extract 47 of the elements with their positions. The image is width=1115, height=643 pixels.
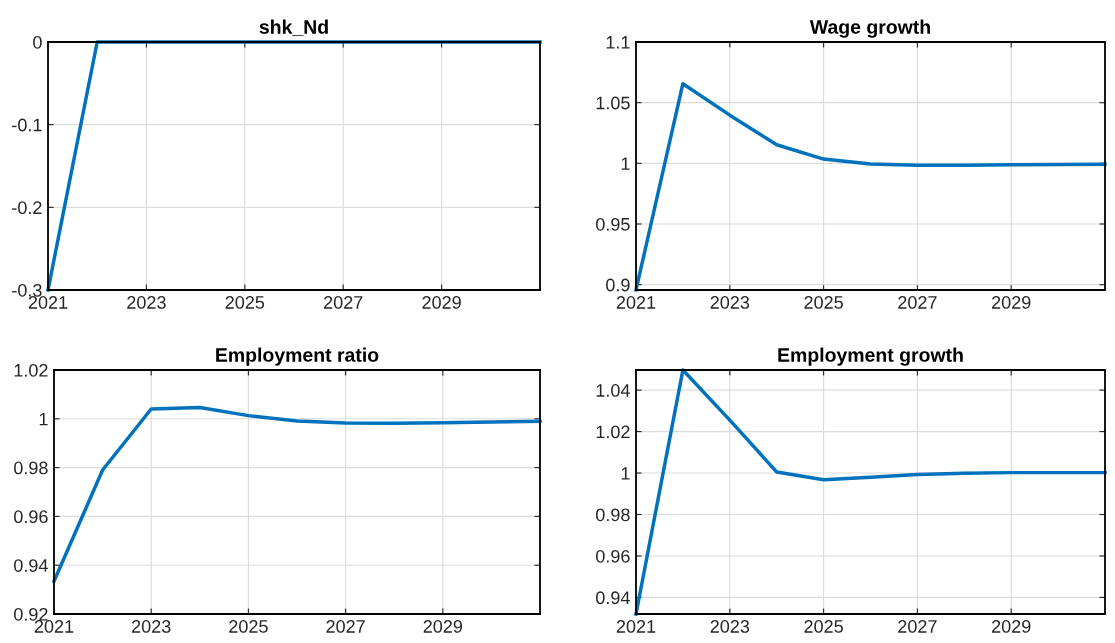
y-tick-label: 1.02 [14, 363, 48, 377]
y-tick-label: 0 [33, 35, 42, 49]
x-tick-label: 2021 [616, 296, 656, 309]
x-tick-label: 2023 [132, 620, 171, 633]
y-tick-label: 1 [39, 412, 48, 426]
y-tick-label: -0.3 [12, 283, 42, 297]
x-tick-label: 2029 [992, 296, 1031, 309]
y-tick-label: 1.04 [596, 384, 630, 397]
x-tick-label: 2027 [898, 620, 937, 633]
x-tick-label: 2023 [710, 296, 750, 309]
x-tick-label: 2029 [423, 620, 463, 633]
chart-title: Employment growth [778, 347, 963, 366]
y-tick-label: 0.9 [606, 278, 630, 292]
x-tick-label: 2025 [804, 620, 843, 633]
y-tick-label: 0.95 [596, 217, 630, 231]
line-series [52, 405, 542, 584]
x-tick-label: 2025 [225, 296, 265, 309]
y-tick-label: 1.02 [596, 425, 630, 439]
y-tick-label: 0.98 [596, 508, 630, 522]
y-tick-label: 0.98 [14, 461, 48, 475]
x-tick-label: 2021 [28, 296, 68, 309]
y-tick-label: 1 [621, 467, 630, 480]
chart-title: shk_Nd [259, 19, 328, 37]
x-tick-label: 2021 [34, 620, 74, 633]
y-tick-label: 0.92 [14, 607, 48, 621]
y-tick-label: 1.05 [596, 96, 630, 110]
x-tick-label: 2025 [804, 296, 843, 309]
y-tick-label: 0.96 [596, 549, 630, 563]
y-tick-label: 0.94 [596, 591, 630, 605]
x-tick-label: 2023 [127, 296, 166, 309]
x-tick-label: 2029 [422, 296, 461, 309]
x-tick-label: 2023 [710, 620, 750, 633]
x-tick-label: 2027 [324, 296, 363, 309]
line-series [634, 368, 1107, 616]
y-tick-label: 1.1 [606, 36, 630, 49]
y-tick-label: 0.94 [14, 559, 48, 572]
x-tick-label: 2021 [616, 620, 656, 633]
y-tick-label: 1 [621, 157, 630, 170]
y-tick-label: -0.2 [12, 201, 42, 215]
x-tick-label: 2029 [992, 620, 1031, 633]
y-tick-label: 0.96 [14, 510, 48, 524]
x-tick-label: 2027 [326, 620, 365, 633]
x-tick-label: 2025 [229, 620, 268, 633]
chart-title: Wage growth [809, 19, 930, 38]
chart-title: Employment ratio [216, 347, 379, 366]
x-tick-label: 2027 [898, 296, 937, 309]
y-tick-label: -0.1 [12, 118, 42, 132]
